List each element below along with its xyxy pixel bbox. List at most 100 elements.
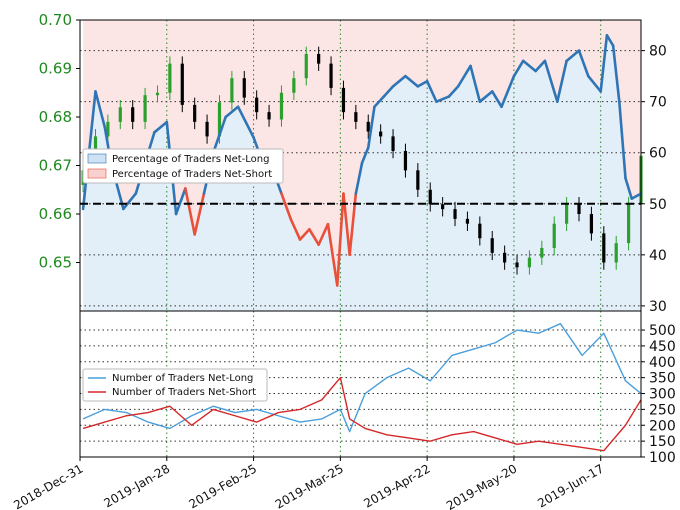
left-tick-label: 0.65	[39, 254, 72, 272]
net-long-line-segment	[521, 59, 537, 73]
candle-body	[279, 92, 284, 120]
candle-body	[503, 252, 507, 263]
net-long-line-segment	[435, 95, 451, 103]
net-long-line-segment	[556, 59, 568, 103]
candle-body	[106, 121, 110, 137]
bottom-legend: Number of Traders Net-Long Number of Trad…	[82, 368, 268, 402]
candle-body	[627, 204, 631, 244]
net-long-line-segment	[280, 192, 293, 221]
legend-label-net-short: Percentage of Traders Net-Short	[112, 169, 272, 180]
candle-body	[602, 233, 606, 263]
x-tick-label: 2019-Apr-22	[361, 461, 432, 510]
left-tick-label: 0.68	[39, 108, 72, 126]
top-legend-box	[82, 148, 284, 184]
net-long-line-segment	[447, 85, 460, 98]
candle-body	[366, 121, 370, 132]
candle-body	[255, 97, 259, 113]
net-long-line-segment	[174, 187, 187, 216]
net-long-line-segment	[153, 120, 169, 134]
net-long-line-segment	[373, 95, 386, 109]
net-long-line-segment	[618, 100, 627, 180]
candle-body	[304, 53, 308, 79]
bottom-legend-box	[82, 368, 268, 402]
net-long-line-segment	[512, 59, 525, 78]
candle-body	[168, 63, 172, 93]
legend-label-count-short: Number of Traders Net-Short	[112, 387, 256, 398]
left-tick-label: 0.70	[39, 11, 72, 29]
candle-body	[193, 104, 197, 122]
candle-body	[441, 204, 445, 210]
net-long-line-segment	[211, 115, 227, 155]
right-tick-label: 60	[649, 146, 667, 162]
net-long-line-segment	[605, 34, 615, 47]
candle-body	[379, 131, 383, 137]
candle-body	[242, 78, 246, 98]
net-long-line-segment	[122, 192, 138, 211]
net-long-line-segment	[354, 161, 364, 195]
net-long-line-segment	[543, 59, 559, 103]
traders-net-long-line	[82, 322, 642, 433]
net-long-line-segment	[478, 90, 494, 103]
net-long-line-segment	[599, 34, 609, 93]
net-long-line-segment	[469, 64, 482, 103]
net-long-line-segment	[456, 64, 472, 88]
net-long-line-segment	[624, 176, 634, 200]
candle-body	[589, 214, 594, 234]
legend-label-count-long: Number of Traders Net-Long	[112, 373, 253, 384]
bottom-frame	[79, 310, 642, 458]
candle-body	[217, 102, 222, 137]
net-long-line-segment	[565, 49, 581, 63]
top-legend: Percentage of Traders Net-Long Percentage…	[82, 148, 284, 184]
top-panel: 0.70 0.69 0.68 0.67 0.66 0.65 80 70 60 50 40 30 Perc…	[39, 11, 667, 315]
net-long-line-segment	[534, 59, 547, 73]
bottom-right-tick-label: 250	[649, 402, 676, 418]
candle-body	[490, 238, 494, 253]
left-tick-label: 0.66	[39, 205, 72, 223]
net-long-line-segment	[490, 90, 503, 109]
candle-body	[230, 78, 234, 103]
net-long-line-segment	[236, 105, 255, 139]
net-long-line-segment	[193, 192, 206, 236]
legend-swatch-net-short	[87, 168, 107, 179]
candle-body	[577, 204, 581, 214]
net-long-line-segment	[630, 192, 643, 200]
traders-net-short-line	[82, 376, 642, 452]
x-axis: 2018-Dec-31 2019-Jan-28 2019-Feb-25 2019-Ma…	[11, 457, 606, 510]
net-long-line-segment	[335, 192, 345, 287]
candle-body	[515, 262, 519, 268]
right-tick-label: 70	[649, 95, 667, 111]
net-long-line-segment	[425, 79, 438, 103]
net-long-line-segment	[500, 74, 516, 109]
net-long-line-segment	[404, 74, 420, 88]
bottom-right-tick-label: 450	[649, 339, 676, 355]
bottom-right-tick-label: 300	[649, 387, 676, 403]
candle-body	[143, 95, 147, 122]
candle-body	[354, 112, 358, 122]
legend-swatch-net-long	[87, 153, 107, 164]
net-long-line-segment	[416, 79, 429, 88]
right-tick-label: 30	[649, 299, 667, 315]
candle-body	[540, 247, 544, 258]
net-long-line-segment	[391, 74, 407, 88]
net-long-line-segment	[366, 105, 376, 149]
candle-body	[155, 92, 160, 96]
net-long-line-segment	[382, 85, 395, 98]
candle-body	[341, 87, 346, 113]
net-long-line-segment	[360, 146, 370, 165]
net-long-line-segment	[298, 228, 311, 241]
bottom-right-tick-label: 100	[649, 450, 676, 466]
candle-body	[465, 218, 470, 224]
bottom-right-tick-label: 150	[649, 434, 676, 450]
net-long-line-segment	[94, 90, 107, 129]
net-long-line-segment	[326, 222, 339, 287]
candle-body	[565, 204, 569, 224]
net-long-line-segment	[289, 217, 302, 241]
candle-body	[428, 189, 432, 205]
net-long-area	[83, 35, 642, 311]
right-tick-label: 80	[649, 44, 667, 60]
net-long-line-segment	[184, 187, 196, 236]
candle-body	[329, 63, 333, 88]
candle-body	[131, 107, 135, 122]
x-tick-label: 2018-Dec-31	[11, 461, 85, 510]
